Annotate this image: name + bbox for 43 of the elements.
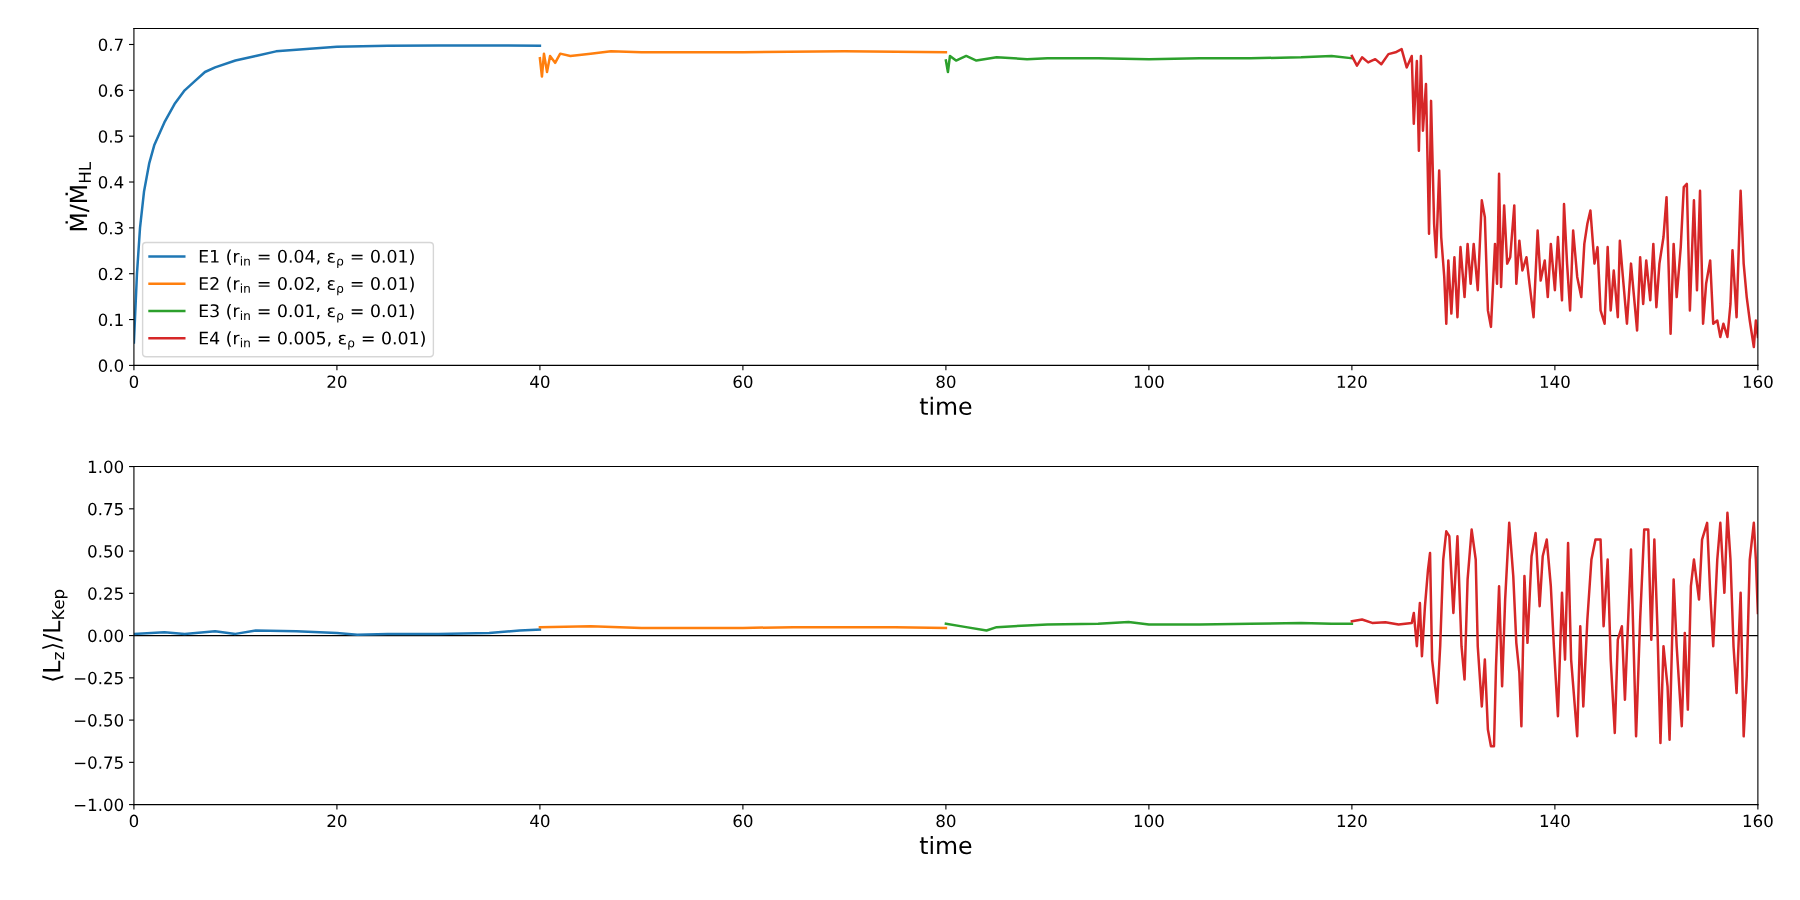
y-tick-label: 0.6 (98, 84, 124, 97)
y-tick-label: 1.00 (88, 460, 124, 474)
x-tick-label: 120 (1337, 375, 1367, 389)
y-tick-label: −0.50 (74, 714, 124, 727)
y-tick-label: 0.0 (98, 359, 124, 372)
x-tick-label: 20 (327, 375, 347, 389)
x-tick-label: 40 (530, 814, 550, 828)
y-tick-label: 0.1 (98, 313, 123, 327)
y-tick-label: 0.25 (88, 587, 123, 600)
x-tick-label: 140 (1540, 814, 1570, 828)
x-tick-label: 80 (936, 814, 956, 828)
y-tick-label: 0.75 (88, 502, 123, 516)
y-tick-label: 0.3 (98, 221, 123, 235)
x-tick-label: 100 (1134, 375, 1164, 389)
x-tick-label: 40 (530, 375, 550, 389)
y-tick-label: 0.4 (98, 175, 124, 189)
y-tick-label: −0.75 (74, 756, 123, 769)
y-tick-label: 0.00 (88, 629, 124, 643)
x-axis-title: time (919, 396, 972, 416)
y-tick-label: −0.25 (74, 671, 123, 685)
x-tick-label: 80 (936, 375, 956, 389)
x-tick-label: 20 (327, 814, 347, 828)
y-tick-label: 0.2 (98, 267, 123, 281)
x-tick-label: 100 (1134, 814, 1164, 828)
legend-label: E4 (r$_{in}$ = 0.005, ε$_{ρ}$ = 0.01) (199, 331, 425, 350)
x-tick-label: 0 (129, 375, 139, 389)
x-tick-label: 160 (1743, 814, 1773, 828)
x-tick-label: 140 (1540, 375, 1570, 389)
y-axis-title: Ṁ/Ṁ$_{HL}$ (65, 162, 91, 231)
y-tick-label: 0.7 (98, 38, 123, 52)
x-tick-label: 160 (1743, 375, 1773, 389)
y-tick-label: −1.00 (74, 798, 124, 812)
x-tick-label: 60 (733, 375, 753, 389)
x-tick-label: 0 (129, 814, 139, 828)
x-axis-title: time (919, 836, 972, 855)
legend-label: E3 (r$_{in}$ = 0.01, ε$_{ρ}$ = 0.01) (199, 303, 414, 323)
legend-label: E1 (r$_{in}$ = 0.04, ε$_{ρ}$ = 0.01) (199, 249, 414, 268)
y-tick-label: 0.5 (98, 130, 123, 143)
x-tick-label: 60 (733, 814, 753, 828)
y-tick-label: 0.50 (88, 545, 124, 558)
x-tick-label: 120 (1337, 814, 1367, 828)
legend-label: E2 (r$_{in}$ = 0.02, ε$_{ρ}$ = 0.01) (199, 276, 414, 296)
y-axis-title: ⟨L$_{z}$⟩/L$_{Kep}$ (42, 589, 68, 681)
